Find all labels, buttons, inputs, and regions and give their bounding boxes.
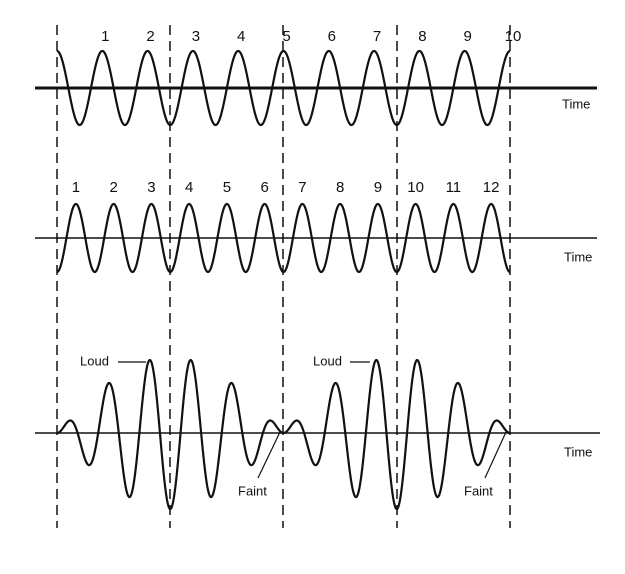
loud-label: Loud [80,353,109,368]
peak-label: 9 [464,28,472,45]
peak-label: 7 [298,179,306,196]
dashed-guides [56,25,511,528]
peak-label: 1 [72,179,80,196]
peak-label: 9 [374,179,382,196]
peak-label: 4 [185,179,193,196]
peak-label: 10 [407,179,424,196]
peak-label: 2 [109,179,117,196]
peak-label: 6 [260,179,268,196]
axis-label: Time [564,444,592,459]
peak-label: 6 [328,28,336,45]
peak-label: 10 [505,28,522,45]
peak-label: 12 [483,179,500,196]
peak-label: 8 [336,179,344,196]
peak-label: 5 [282,28,290,45]
pointer [484,431,507,479]
peak-label: 8 [418,28,426,45]
peak-label: 11 [446,179,462,196]
pointer [257,431,281,479]
peak-label: 2 [146,28,154,45]
axis-label: Time [562,96,590,111]
peak-label: 7 [373,28,381,45]
wave [56,49,511,127]
faint-label: Faint [238,483,267,498]
peak-label: 3 [192,28,200,45]
loud-label: Loud [313,353,342,368]
peak-label: 3 [147,179,155,196]
peak-label: 1 [101,28,109,45]
wave [56,202,511,274]
sum-wave [56,358,511,511]
faint-label: Faint [464,483,493,498]
peak-label: 5 [223,179,231,196]
peak-label: 4 [237,28,245,45]
axis-label: Time [564,249,592,264]
